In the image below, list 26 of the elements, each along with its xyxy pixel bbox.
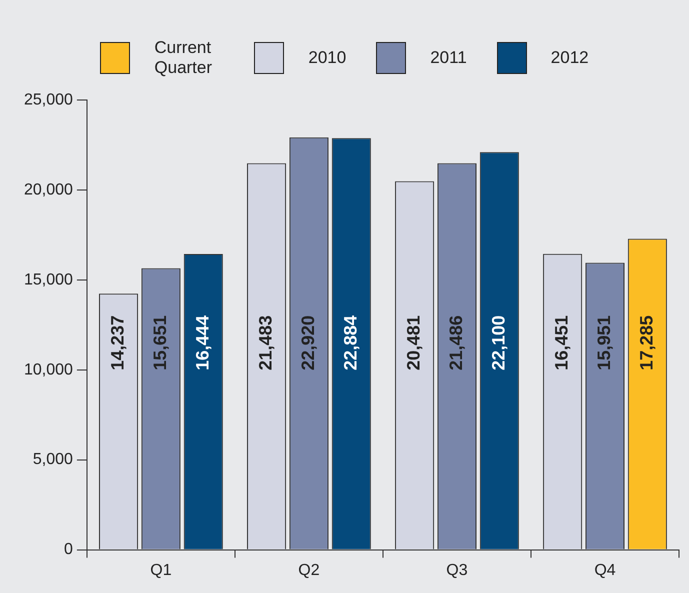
y-tick-label: 0 xyxy=(64,541,74,558)
legend-label: Current Quarter xyxy=(154,38,214,78)
legend-label: 2012 xyxy=(550,48,589,68)
legend-label: 2011 xyxy=(430,48,467,68)
data-label: 22,100 xyxy=(488,315,508,370)
x-tick-label: Q2 xyxy=(298,562,320,579)
data-label: 15,951 xyxy=(594,315,614,370)
y-tick-label: 10,000 xyxy=(24,361,74,378)
x-tick-label: Q3 xyxy=(446,562,468,579)
data-label: 16,451 xyxy=(552,315,572,370)
data-label: 17,285 xyxy=(636,315,656,370)
x-tick-label: Q4 xyxy=(594,562,616,579)
data-label: 22,884 xyxy=(340,315,360,370)
y-tick-label: 15,000 xyxy=(24,271,74,288)
y-tick-label: 25,000 xyxy=(24,91,74,108)
data-label: 21,486 xyxy=(446,315,466,370)
data-label: 14,237 xyxy=(107,315,128,370)
y-tick-label: 5,000 xyxy=(32,451,74,468)
data-label: 15,651 xyxy=(150,315,170,370)
y-tick-label: 20,000 xyxy=(24,181,74,198)
data-label: 16,444 xyxy=(192,315,212,370)
data-label: 22,920 xyxy=(298,315,318,370)
data-label: 20,481 xyxy=(404,315,424,370)
data-label: 21,483 xyxy=(256,315,276,370)
legend-label: 2010 xyxy=(308,48,346,68)
x-tick-label: Q1 xyxy=(150,562,172,579)
